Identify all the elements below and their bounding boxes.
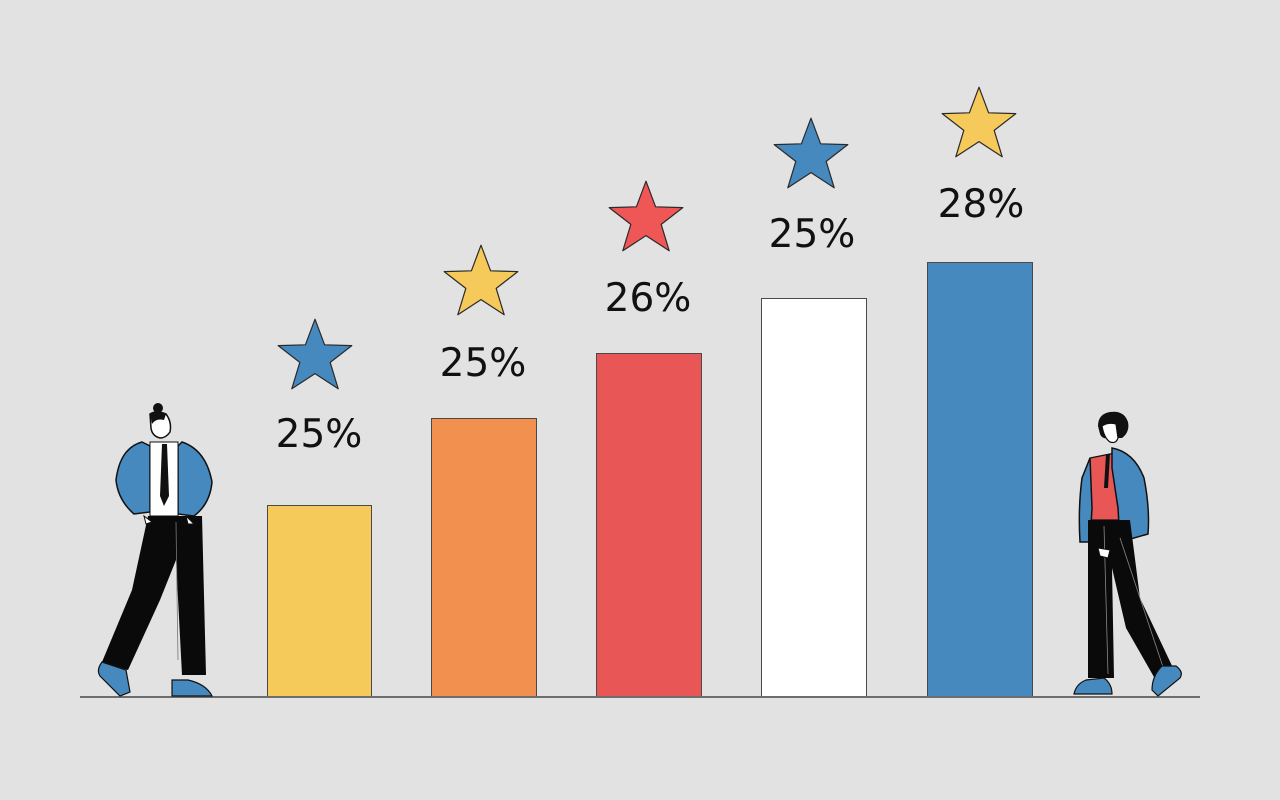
bar-value-label: 25% [768, 212, 856, 257]
chart-baseline [80, 696, 1200, 698]
bar-value-label: 25% [439, 341, 527, 386]
star-icon [773, 117, 849, 189]
bar-value-label: 26% [604, 276, 692, 321]
person-left-illustration [97, 403, 213, 697]
star-icon [608, 180, 684, 252]
bar-2 [431, 418, 537, 696]
star-icon [277, 318, 353, 390]
bar-5 [927, 262, 1033, 696]
bar-4 [761, 298, 867, 696]
person-right-illustration [1073, 411, 1182, 697]
bar-value-label: 28% [937, 182, 1025, 227]
bar-1 [267, 505, 372, 696]
bar-value-label: 25% [275, 412, 363, 457]
star-icon [443, 244, 519, 316]
star-icon [941, 86, 1017, 158]
bar-3 [596, 353, 702, 696]
